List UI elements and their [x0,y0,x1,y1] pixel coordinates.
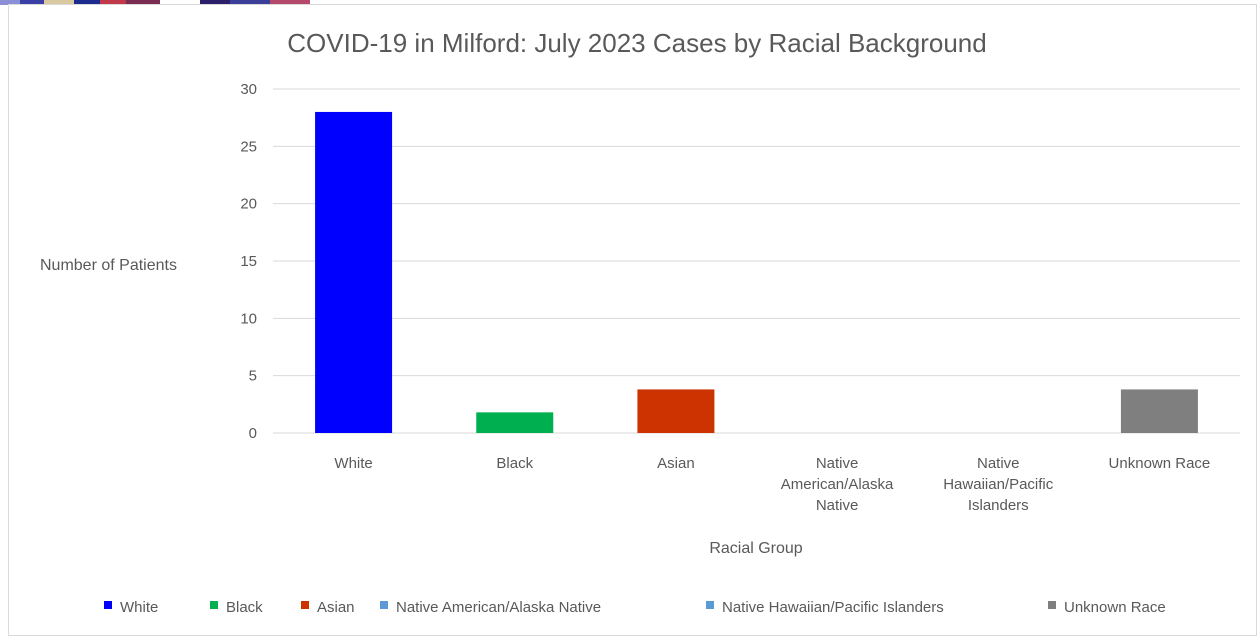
y-tick-label: 25 [240,138,257,155]
y-tick-label: 20 [240,196,257,213]
legend-swatch [706,601,714,609]
x-tick-label-line: Islanders [968,497,1029,514]
y-tick-label: 5 [249,368,257,385]
top-cropped-strip [0,0,310,5]
legend: White Black Asian Native American/Alaska Na… [104,599,1166,616]
x-tick-label-line: Black [496,455,533,472]
legend-swatch [210,601,218,609]
legend-label: Black [226,599,263,616]
legend-swatch [1048,601,1056,609]
bars [315,111,1198,433]
x-tick-label-line: Hawaiian/Pacific [943,476,1054,493]
legend-label: Native Hawaiian/Pacific Islanders [722,599,944,616]
gridlines [273,88,1240,434]
legend-label: Native American/Alaska Native [396,599,601,616]
x-tick-label-line: Asian [657,455,695,472]
legend-label: White [120,599,158,616]
y-tick-label: 10 [240,310,257,327]
x-tick-label: Black [496,455,533,472]
chart-title: COVID-19 in Milford: July 2023 Cases by … [287,28,986,58]
legend-swatch [380,601,388,609]
y-tick-label: 15 [240,253,257,270]
x-tick-label-line: Native [816,455,859,472]
x-axis-labels: White Black Asian Native American/Alaska Nati… [334,455,1210,514]
x-tick-label-line: American/Alaska [781,476,894,493]
legend-label: Unknown Race [1064,599,1166,616]
y-axis-ticks: 0 5 10 15 20 25 30 [240,81,257,442]
legend-swatch [104,601,112,609]
y-tick-label: 0 [249,425,257,442]
bar-unknown-race [1120,389,1198,433]
x-tick-label: Asian [657,455,695,472]
y-axis-title: Number of Patients [40,257,177,274]
x-tick-label-line: Native [977,455,1020,472]
x-tick-label-line: White [334,455,372,472]
x-axis-title: Racial Group [709,540,802,557]
x-tick-label: Native Hawaiian/Pacific Islanders [943,455,1054,514]
legend-label: Asian [317,599,355,616]
x-tick-label: Unknown Race [1109,455,1211,472]
y-tick-label: 30 [240,81,257,98]
x-tick-label-line: Native [816,497,859,514]
bar-white [315,111,393,433]
legend-swatch [301,601,309,609]
x-tick-label-line: Unknown Race [1109,455,1211,472]
chart-frame [8,4,1257,636]
x-tick-label: Native American/Alaska Native [781,455,894,514]
bar-asian [637,389,715,433]
x-tick-label: White [334,455,372,472]
bar-black [476,412,554,433]
